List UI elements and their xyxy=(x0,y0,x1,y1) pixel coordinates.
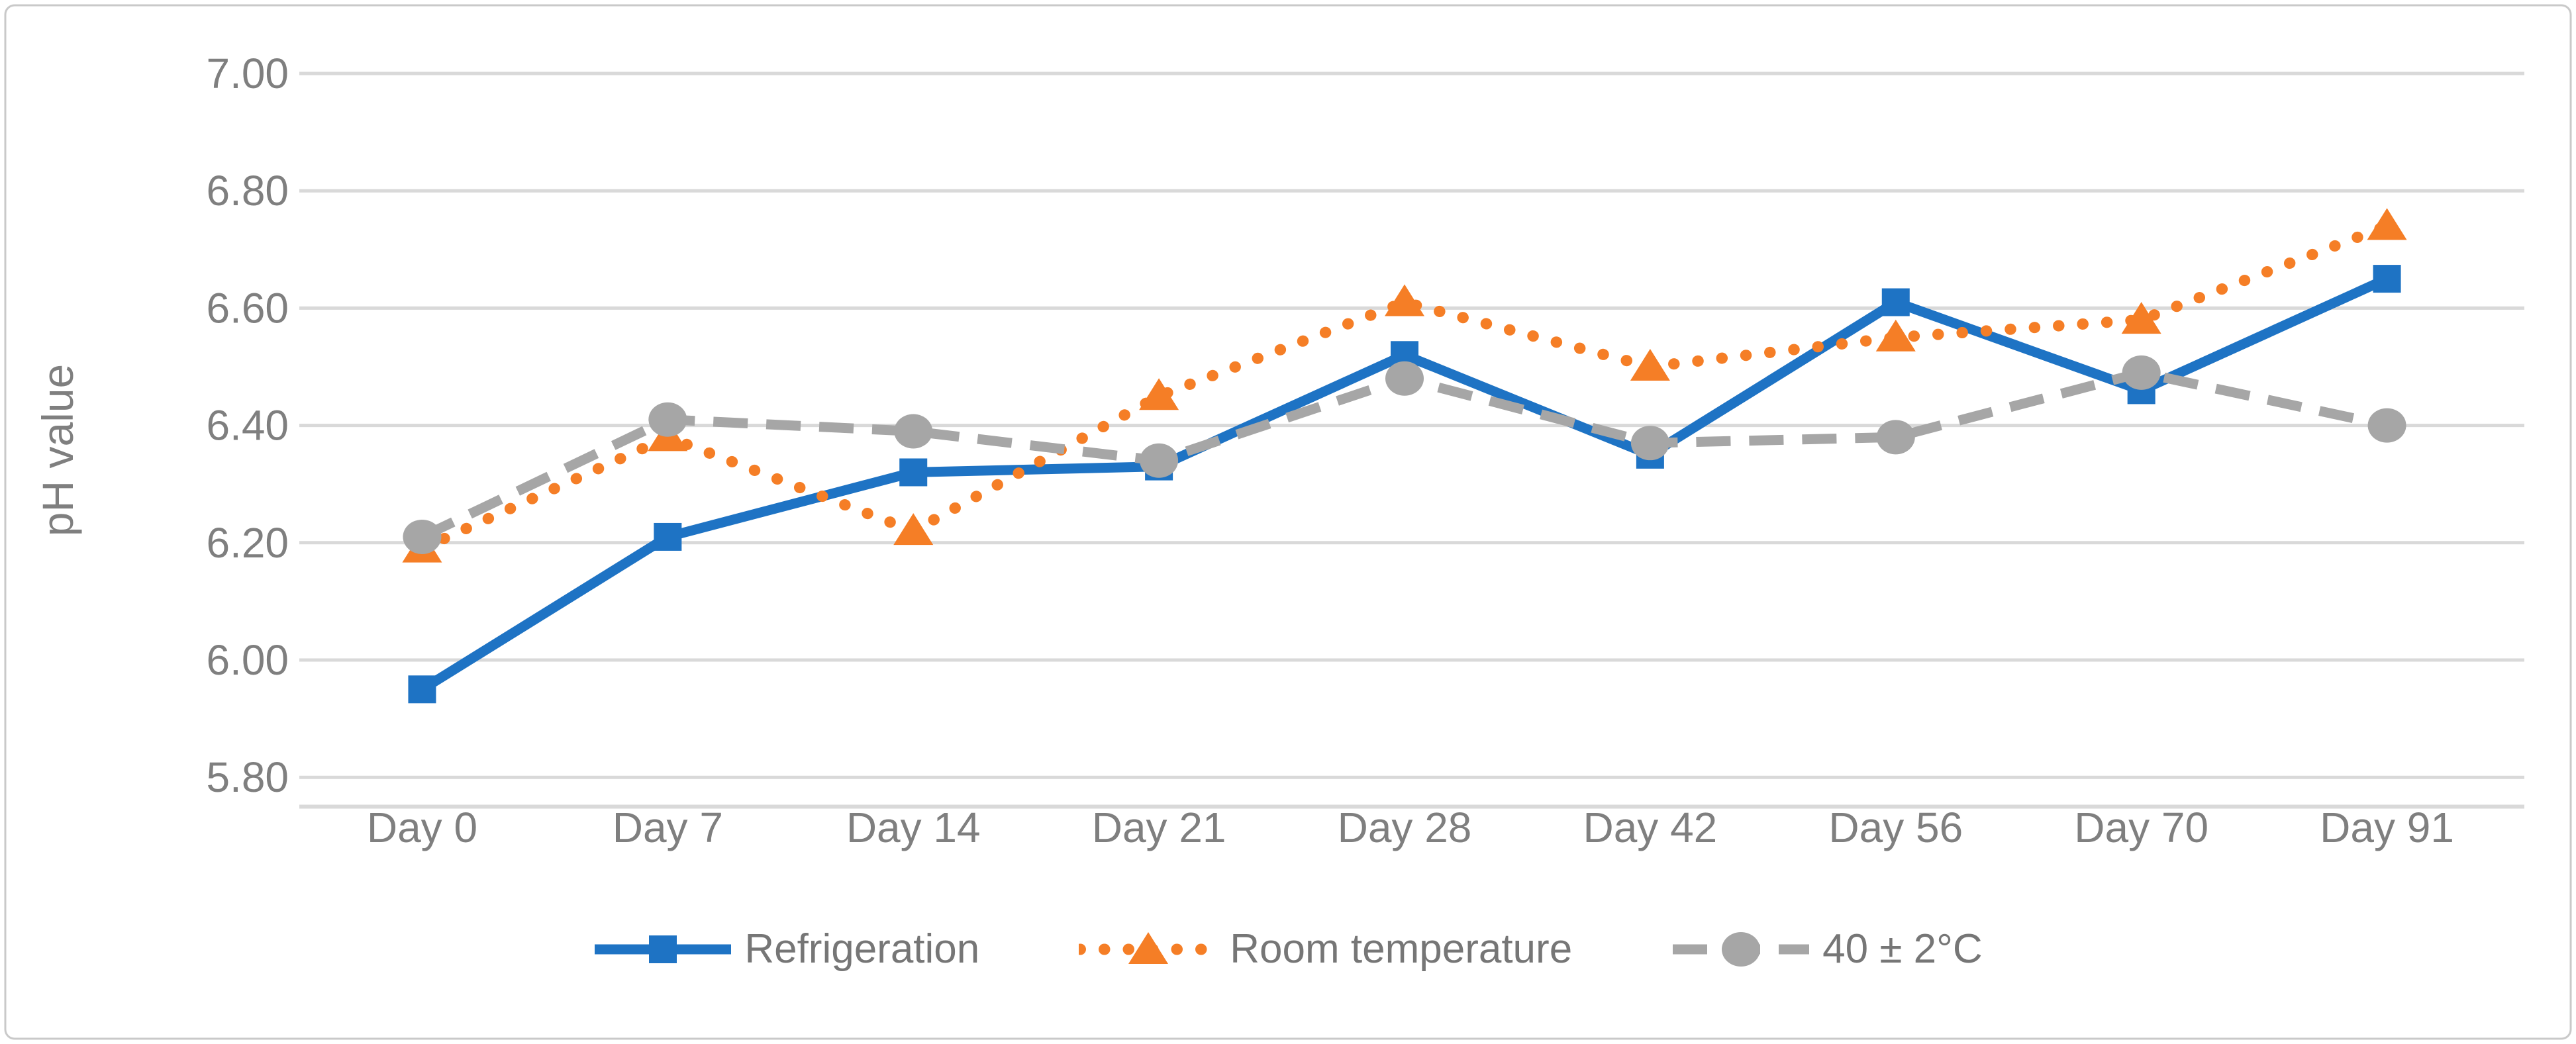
x-tick-label: Day 56 xyxy=(1828,804,1963,851)
marker-triangle-triangle xyxy=(1385,284,1424,316)
x-tick-label: Day 28 xyxy=(1338,804,1472,851)
y-tick-label: 7.00 xyxy=(206,50,289,97)
series-line-dashed xyxy=(420,367,2389,542)
y-tick-label: 6.40 xyxy=(206,402,289,450)
marker-circle-circle xyxy=(2122,355,2161,390)
marker-triangle-triangle xyxy=(893,513,934,546)
marker-square-square xyxy=(654,522,682,551)
marker-triangle-triangle xyxy=(1139,378,1179,410)
chart-legend: Refrigeration Room temperature 40 ± 2°C xyxy=(0,925,2576,973)
legend-marker-square xyxy=(649,935,677,963)
marker-circle-circle xyxy=(1140,443,1179,478)
legend-item-room-temperature: Room temperature xyxy=(1079,925,1572,973)
marker-square-square xyxy=(899,458,928,487)
marker-triangle-triangle xyxy=(2367,208,2407,240)
x-tick-label: Day 21 xyxy=(1092,804,1226,851)
legend-label: Room temperature xyxy=(1230,926,1573,972)
marker-square-square xyxy=(408,675,436,704)
legend-item-refrigeration: Refrigeration xyxy=(593,925,979,973)
marker-circle-circle xyxy=(894,414,933,449)
marker-square-square xyxy=(1881,288,1910,316)
series-line-solid xyxy=(419,274,2389,694)
marker-triangle-triangle xyxy=(2121,302,2161,334)
x-tick-label: Day 7 xyxy=(613,804,723,851)
x-tick-label: Day 14 xyxy=(846,804,981,851)
legend-label: Refrigeration xyxy=(744,926,980,972)
y-tick-label: 6.00 xyxy=(206,636,289,684)
x-tick-label: Day 91 xyxy=(2320,804,2454,851)
y-axis-title: pH value xyxy=(33,364,82,537)
x-tick-label: Day 70 xyxy=(2074,804,2208,851)
marker-circle-circle xyxy=(2367,408,2406,443)
y-tick-label: 6.60 xyxy=(206,284,289,332)
marker-circle-circle xyxy=(1630,426,1669,461)
y-tick-label: 5.80 xyxy=(206,753,289,801)
marker-circle-circle xyxy=(648,402,687,437)
marker-circle-circle xyxy=(403,519,442,554)
x-tick-label: Day 42 xyxy=(1583,804,1717,851)
series-line-dotted xyxy=(416,220,2393,555)
marker-triangle-triangle xyxy=(1875,319,1916,352)
legend-label: 40 ± 2°C xyxy=(1822,926,1983,972)
marker-triangle-triangle xyxy=(1630,349,1670,381)
legend-marker-triangle xyxy=(1128,931,1169,964)
legend-key-circle-icon xyxy=(1673,931,1810,967)
legend-key-square-icon xyxy=(595,935,732,963)
y-tick-label: 6.80 xyxy=(206,167,289,214)
legend-item-40-2c: 40 ± 2°C xyxy=(1671,925,1983,973)
y-tick-label: 6.20 xyxy=(206,519,289,567)
marker-square-square xyxy=(2373,265,2401,293)
legend-marker-circle xyxy=(1722,931,1761,967)
legend-key-triangle-icon xyxy=(1079,931,1218,964)
marker-circle-circle xyxy=(1876,420,1915,455)
marker-circle-circle xyxy=(1385,361,1424,396)
x-tick-label: Day 0 xyxy=(367,804,477,851)
figure-border xyxy=(4,4,2572,1040)
